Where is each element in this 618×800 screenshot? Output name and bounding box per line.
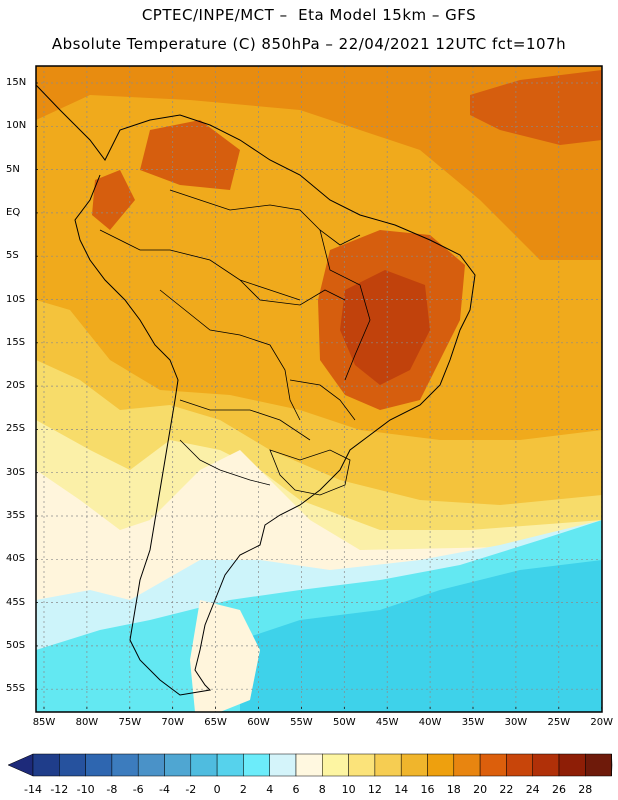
temp-field-warm-tongue bbox=[190, 600, 260, 712]
colorbar-label: -4 bbox=[159, 783, 170, 796]
temp-field-north-warm bbox=[36, 66, 602, 260]
colorbar-label: 26 bbox=[552, 783, 566, 796]
lon-label: 50W bbox=[332, 717, 356, 728]
lon-label: 75W bbox=[118, 717, 142, 728]
colorbar-label: 10 bbox=[341, 783, 356, 796]
colorbar-label: -14 bbox=[24, 783, 42, 796]
colorbar-swatch bbox=[427, 753, 455, 777]
colorbar-swatch bbox=[164, 753, 192, 777]
colorbar-swatch bbox=[558, 753, 586, 777]
colorbar-label: -8 bbox=[106, 783, 118, 796]
lon-label: 25W bbox=[547, 717, 571, 728]
colorbar-swatch bbox=[400, 753, 428, 777]
colorbar-label: -12 bbox=[50, 783, 69, 796]
colorbar-swatch bbox=[322, 753, 349, 777]
lat-label: EQ bbox=[6, 206, 21, 218]
lon-label: 55W bbox=[290, 717, 313, 728]
colorbar-label: -10 bbox=[76, 783, 95, 796]
lat-label: 10N bbox=[6, 120, 27, 132]
colorbar-swatch bbox=[585, 753, 612, 777]
colorbar-swatch bbox=[137, 753, 165, 777]
lat-label: 5N bbox=[6, 163, 20, 175]
colorbar-swatch bbox=[190, 753, 218, 777]
country-borders bbox=[99, 189, 371, 496]
colorbar-label: 22 bbox=[499, 783, 514, 796]
lon-label: 30W bbox=[504, 717, 528, 728]
colorbar-label: 24 bbox=[525, 783, 540, 796]
title-line-2: Absolute Temperature (C) 850hPa – 22/04/… bbox=[51, 35, 567, 53]
temp-field-andes-hot bbox=[92, 170, 135, 230]
lon-label: 70W bbox=[161, 717, 184, 728]
colorbar-swatch bbox=[532, 753, 560, 777]
lat-label: 25S bbox=[6, 423, 26, 435]
lat-label: 40S bbox=[6, 553, 26, 565]
lat-label: 55S bbox=[6, 683, 26, 695]
colorbar-label: 2 bbox=[239, 783, 247, 796]
lat-label: 50S bbox=[6, 639, 26, 651]
lon-label: 80W bbox=[75, 717, 99, 728]
colorbar-label: 4 bbox=[266, 783, 274, 796]
colorbar-swatch bbox=[216, 753, 244, 777]
colorbar-label: 28 bbox=[578, 783, 593, 796]
colorbar-swatch bbox=[374, 753, 402, 777]
lat-label: 20S bbox=[6, 380, 26, 392]
colorbar-swatch bbox=[348, 753, 376, 777]
colorbar-label: 0 bbox=[213, 783, 221, 796]
colorbar-swatch bbox=[243, 753, 270, 777]
colorbar-label: 18 bbox=[446, 783, 461, 796]
colorbar-label: 20 bbox=[473, 783, 488, 796]
colorbar-label: 16 bbox=[420, 783, 435, 796]
colorbar-swatch bbox=[32, 753, 60, 777]
lat-label: 5S bbox=[6, 250, 19, 262]
temp-field-brazil-very-hot bbox=[340, 270, 430, 385]
colorbar-swatch bbox=[506, 753, 533, 777]
lat-label: 10S bbox=[6, 293, 26, 305]
colorbar-label: -2 bbox=[185, 783, 197, 796]
lon-label: 65W bbox=[204, 717, 227, 728]
lon-label: 20W bbox=[590, 717, 613, 728]
lat-label: 15N bbox=[6, 77, 27, 88]
map-frame bbox=[35, 65, 603, 713]
colorbar-label: 14 bbox=[394, 783, 409, 796]
lat-label: 30S bbox=[6, 466, 26, 478]
colorbar-swatch bbox=[479, 753, 507, 777]
colorbar-swatch bbox=[111, 753, 139, 777]
lon-label: 35W bbox=[461, 717, 485, 728]
colorbar-label: 6 bbox=[292, 783, 300, 796]
colorbar-swatch bbox=[85, 753, 113, 777]
lat-label: 15S bbox=[6, 336, 26, 348]
coastline-south-america bbox=[35, 84, 476, 696]
gridlines bbox=[36, 66, 603, 712]
colorbar-low-arrow bbox=[7, 753, 34, 777]
lon-label: 45W bbox=[375, 717, 399, 728]
temp-field-venezuela-hot bbox=[140, 120, 240, 190]
lon-label: 85W bbox=[32, 717, 56, 728]
temp-field-ocean-cold bbox=[240, 560, 602, 712]
colorbar-swatch bbox=[295, 753, 323, 777]
title-line-1: CPTEC/INPE/MCT – Eta Model 15km – GFS bbox=[141, 6, 477, 24]
lon-label: 40W bbox=[418, 717, 442, 728]
colorbar bbox=[7, 753, 613, 777]
temperature-map bbox=[35, 65, 603, 713]
lat-label: 35S bbox=[6, 510, 26, 521]
colorbar-swatch bbox=[453, 753, 481, 777]
lat-label: 45S bbox=[6, 596, 26, 608]
colorbar-label: -6 bbox=[132, 783, 144, 796]
lon-label: 60W bbox=[247, 717, 270, 728]
colorbar-label: 8 bbox=[318, 783, 326, 796]
colorbar-label: 12 bbox=[367, 783, 382, 796]
colorbar-swatch bbox=[59, 753, 86, 777]
colorbar-swatch bbox=[269, 753, 297, 777]
